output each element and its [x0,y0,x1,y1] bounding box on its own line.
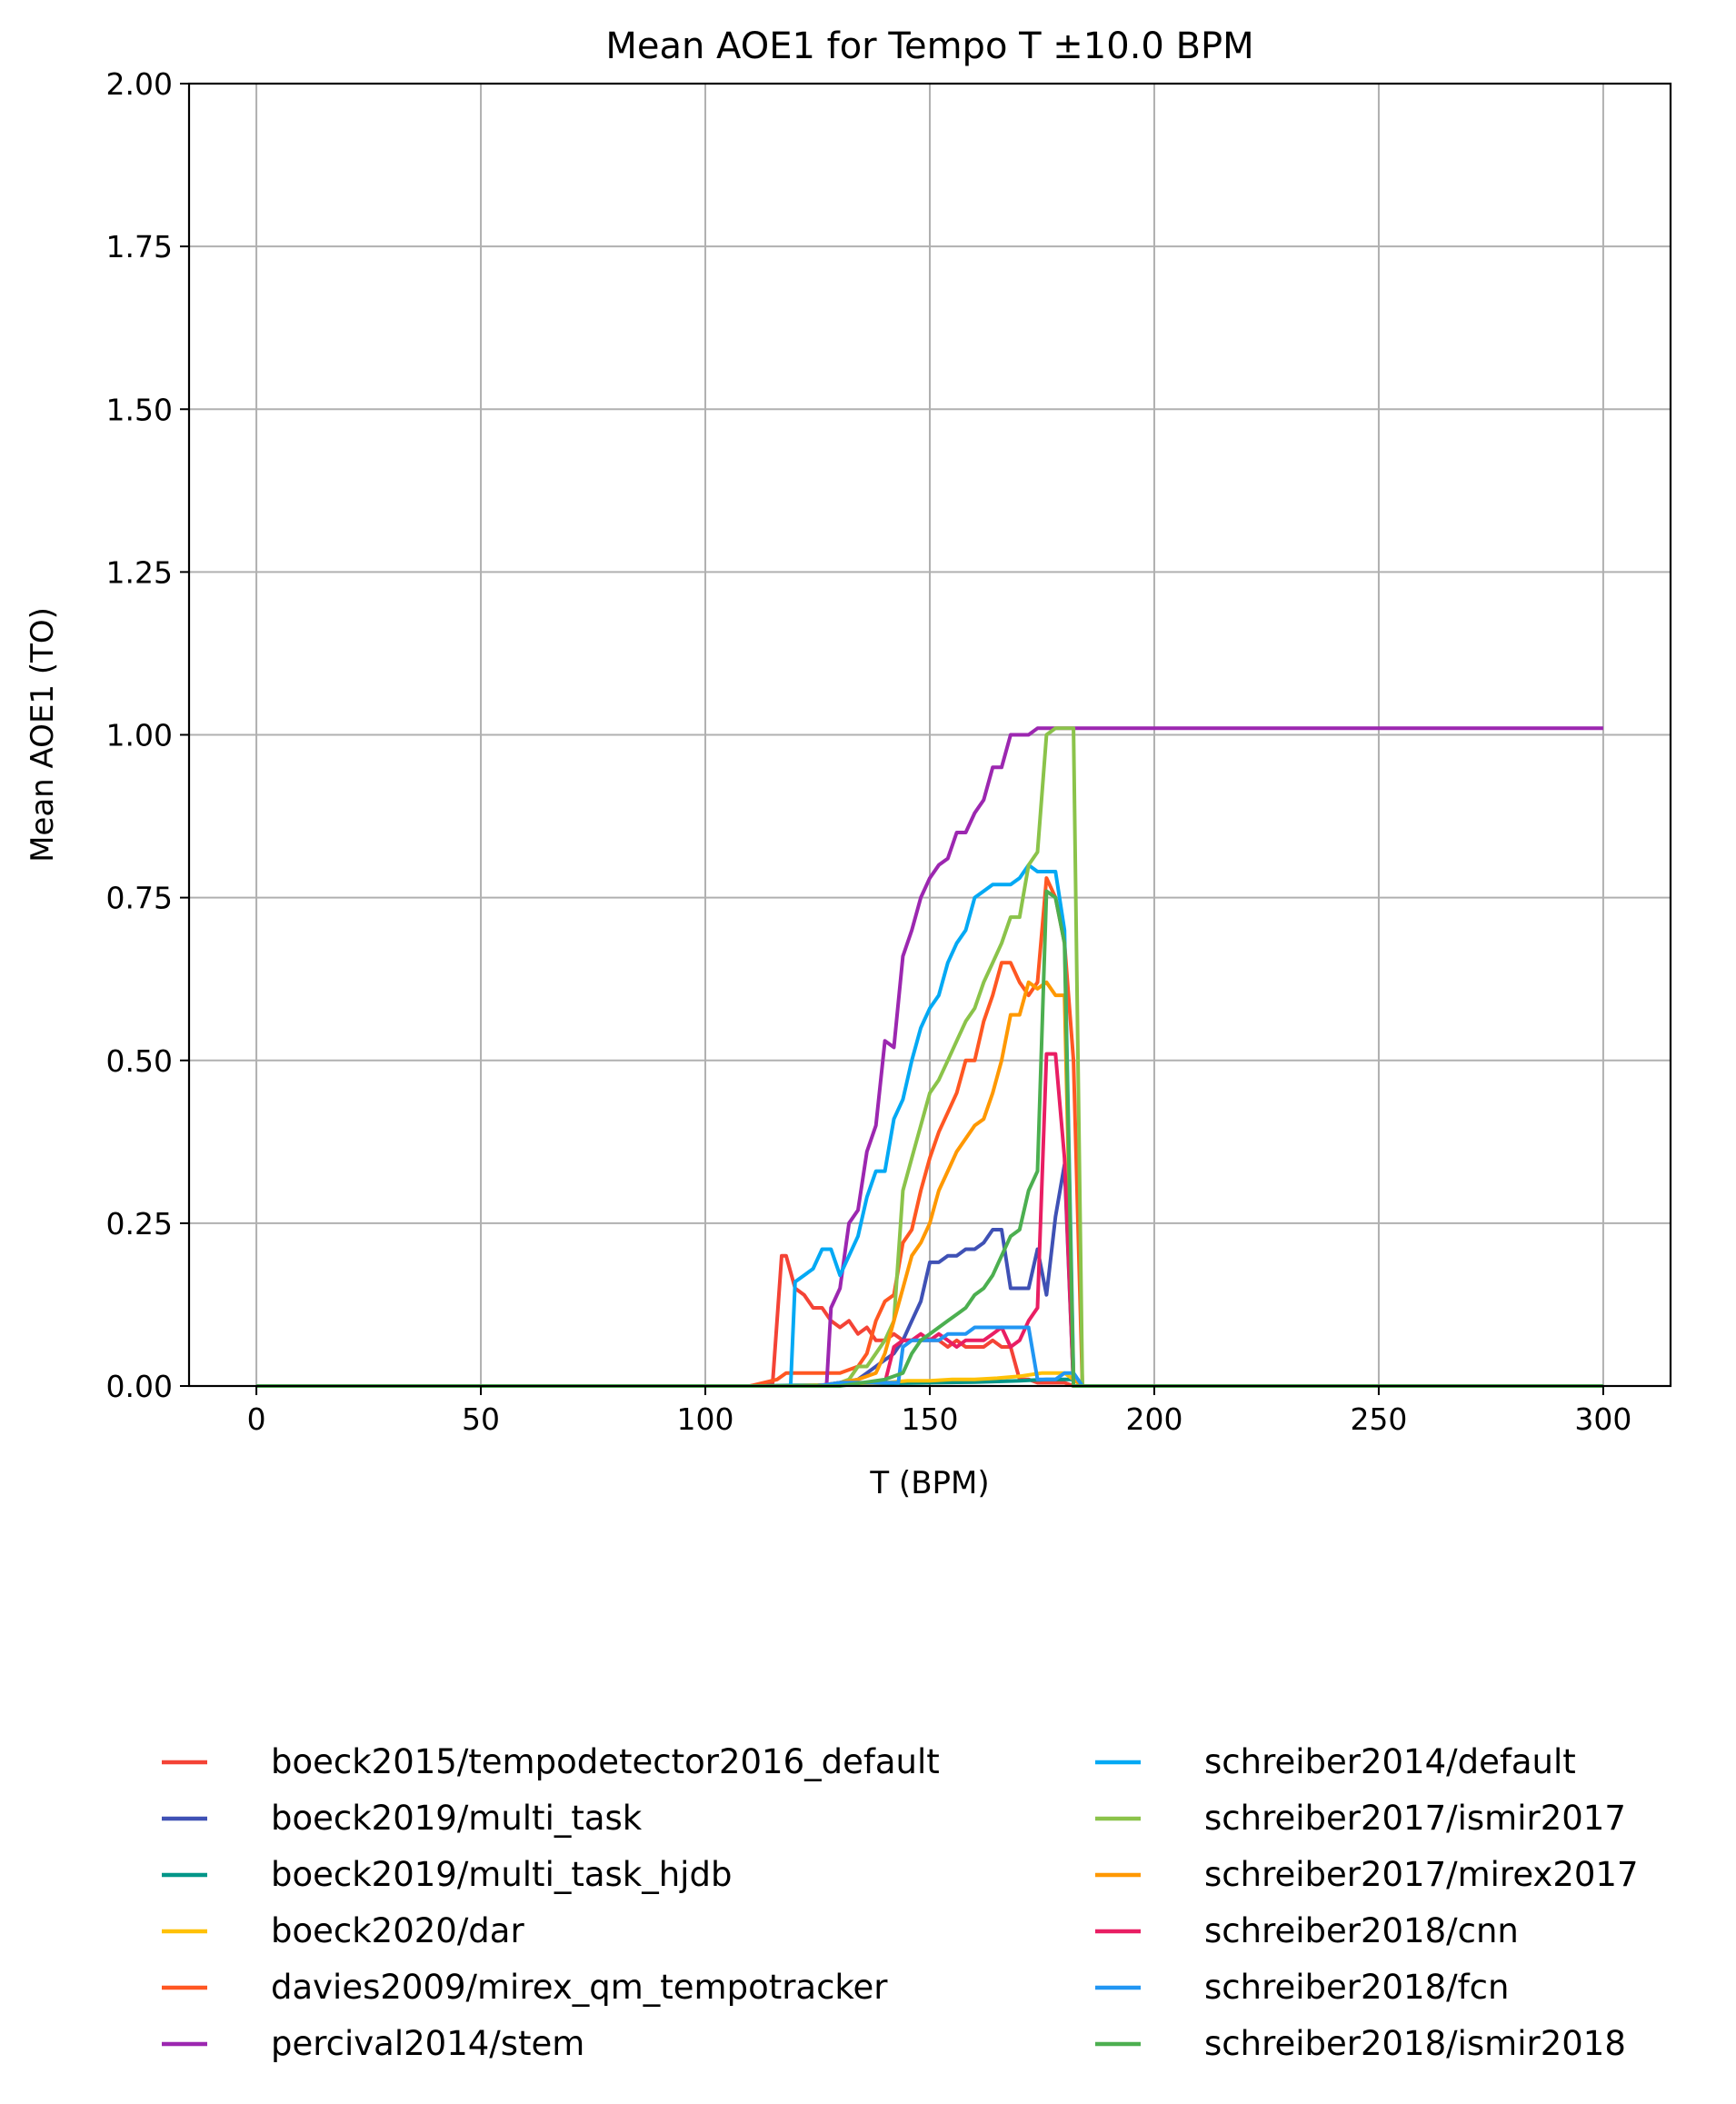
x-tick-label: 50 [462,1401,500,1437]
y-axis-label: Mean AOE1 (TO) [25,607,61,863]
y-tick-label: 1.50 [106,392,173,427]
series-line [256,1052,1603,1388]
series-line [256,726,1603,1388]
legend-label: boeck2019/multi_task_hjdb [271,1855,732,1894]
legend-label: schreiber2018/cnn [1204,1911,1519,1950]
x-tick-label: 250 [1350,1401,1407,1437]
y-tick-label: 2.00 [106,66,173,102]
series-line [256,889,1603,1388]
legend-label: boeck2019/multi_task [271,1799,643,1838]
series-line [256,980,1603,1388]
legend-label: schreiber2018/ismir2018 [1204,2024,1626,2063]
y-tick-label: 1.00 [106,718,173,753]
x-tick-label: 0 [247,1401,266,1437]
x-axis-label: T (BPM) [869,1465,989,1501]
y-tick-label: 1.75 [106,229,173,264]
series-line [256,863,1603,1388]
legend-label: davies2009/mirex_qm_tempotracker [271,1968,888,2007]
x-tick-label: 300 [1574,1401,1631,1437]
y-tick-label: 1.25 [106,554,173,590]
legend-label: schreiber2018/fcn [1204,1968,1509,2007]
x-tick-label: 150 [902,1401,959,1437]
y-tick-label: 0.75 [106,881,173,916]
y-tick-label: 0.50 [106,1043,173,1079]
y-axis: 0.00 0.25 0.50 0.75 1.00 1.25 1.50 1.75 2.00 [106,66,189,1404]
x-tick-label: 200 [1125,1401,1182,1437]
series-line [256,1325,1603,1388]
legend-label: schreiber2014/default [1204,1742,1576,1781]
legend-label: schreiber2017/ismir2017 [1204,1799,1626,1838]
series-line [256,726,1603,1388]
series-layer [256,726,1603,1388]
y-tick-label: 0.00 [106,1369,173,1404]
x-tick-label: 100 [677,1401,734,1437]
x-axis: 0 50 100 150 200 250 300 [247,1386,1631,1437]
series-line [256,1162,1603,1388]
y-tick-label: 0.25 [106,1206,173,1241]
legend-label: boeck2020/dar [271,1911,524,1950]
grid [189,83,1671,1387]
legend-label: percival2014/stem [271,2024,584,2063]
legend-label: boeck2015/tempodetector2016_default [271,1742,940,1781]
legend-label: schreiber2017/mirex2017 [1204,1855,1639,1894]
chart-title: Mean AOE1 for Tempo T ±10.0 BPM [605,25,1253,67]
legend: boeck2015/tempodetector2016_defaultboeck… [162,1742,1639,2063]
